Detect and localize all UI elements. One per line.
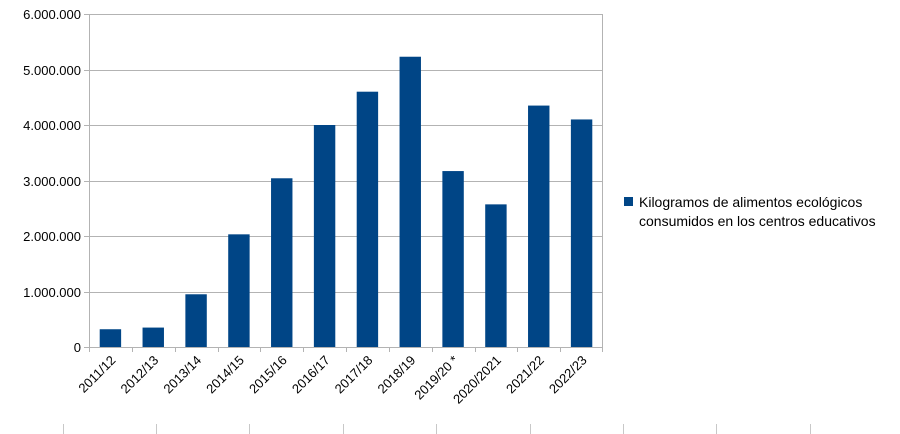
x-tick-label: 2016/17 — [289, 353, 333, 397]
bottom-tick-mark — [716, 424, 717, 434]
y-tick-label: 2.000.000 — [23, 229, 81, 244]
legend-label: Kilogramos de alimentos ecológicos consu… — [639, 194, 876, 229]
x-tick-label: 2012/13 — [118, 353, 162, 397]
legend: Kilogramos de alimentos ecológicos consu… — [624, 193, 894, 231]
bottom-tick-mark — [156, 424, 157, 434]
bars — [99, 56, 593, 348]
bar — [313, 125, 336, 347]
y-tick-label: 6.000.000 — [23, 7, 81, 22]
bar — [271, 178, 293, 347]
y-axis-tick-labels: 0 1.000.000 2.000.000 3.000.000 4.000.000 5.0… — [23, 7, 81, 355]
bar — [442, 171, 464, 347]
bar — [528, 105, 550, 347]
gridlines — [84, 14, 603, 352]
bottom-tick-mark — [436, 424, 437, 434]
x-axis-tick-labels: 2011/122012/132013/142014/152015/162016/… — [75, 353, 589, 407]
bar — [399, 56, 421, 348]
bar — [185, 294, 207, 347]
bottom-tick-mark — [623, 424, 624, 434]
bar — [356, 91, 379, 347]
y-tick-label: 3.000.000 — [23, 174, 81, 189]
bottom-tick-mark — [530, 424, 531, 434]
x-tick-label: 2013/14 — [160, 353, 204, 397]
x-tick-label: 2014/15 — [203, 353, 247, 397]
bar — [570, 119, 593, 347]
x-tick-label: 2015/16 — [246, 353, 290, 397]
bar — [228, 234, 250, 347]
y-tick-label: 0 — [74, 340, 81, 355]
bottom-tick-marks — [0, 424, 900, 434]
bar — [99, 329, 122, 347]
bar — [485, 204, 507, 347]
y-tick-label: 1.000.000 — [23, 285, 81, 300]
x-tick-label: 2017/18 — [332, 353, 376, 397]
bar — [142, 327, 164, 347]
bottom-tick-mark — [810, 424, 811, 434]
legend-swatch — [624, 197, 633, 206]
x-tick-label: 2018/19 — [375, 353, 419, 397]
y-tick-label: 4.000.000 — [23, 118, 81, 133]
y-tick-label: 5.000.000 — [23, 63, 81, 78]
x-tick-label: 2021/22 — [503, 353, 547, 397]
bottom-tick-mark — [249, 424, 250, 434]
bottom-tick-mark — [343, 424, 344, 434]
bottom-tick-mark — [63, 424, 64, 434]
x-tick-label: 2011/12 — [75, 353, 118, 396]
x-tick-label: 2022/23 — [546, 353, 590, 397]
